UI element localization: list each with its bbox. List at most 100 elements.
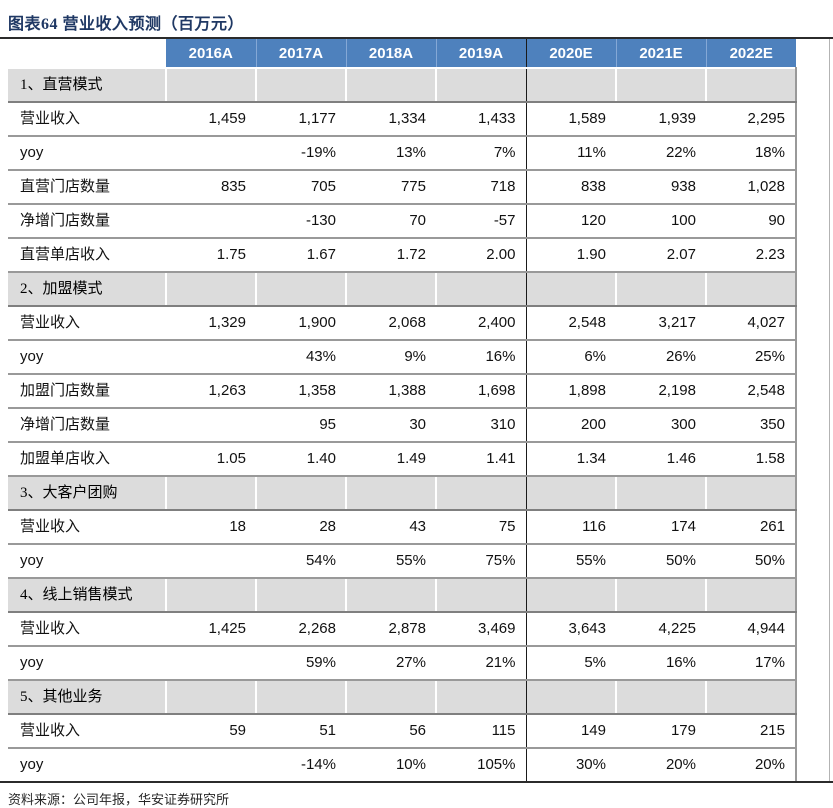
value-cell [166,340,256,375]
value-cell: 4,944 [706,612,797,647]
section-empty-cell [165,271,256,307]
value-cell: 115 [436,714,526,749]
value-cell: 1.58 [706,442,797,477]
table-row: 净增门店数量 95 30 310 200 300 350 [8,408,797,443]
value-cell [166,748,256,781]
section-empty-cell [705,577,797,613]
page-right-border [829,38,830,782]
value-cell: 2,548 [706,374,797,409]
value-cell: 120 [525,204,616,239]
value-cell [166,646,256,681]
column-header-2019a: 2019A [435,39,526,68]
value-cell: 59 [166,714,256,749]
section-empty-cell [525,577,616,613]
value-cell: -14% [256,748,346,781]
row-label: 直营单店收入 [8,238,166,273]
section-empty-cell [255,271,346,307]
value-cell: 4,027 [706,306,797,341]
value-cell: 70 [346,204,436,239]
value-cell: 2,878 [346,612,436,647]
value-cell [166,544,256,579]
value-cell: 1,329 [166,306,256,341]
row-label: yoy [8,340,166,375]
section-empty-cell [255,475,346,511]
value-cell: 20% [706,748,797,781]
table-bottom-rule [0,781,833,783]
value-cell: 1,388 [346,374,436,409]
value-cell: 5% [525,646,616,681]
value-cell: 11% [525,136,616,171]
value-cell: 1.40 [256,442,346,477]
value-cell: 50% [616,544,706,579]
row-label: yoy [8,544,166,579]
value-cell: 100 [616,204,706,239]
row-label: 净增门店数量 [8,408,166,443]
section-title: 1、直营模式 [8,67,166,103]
section-empty-cell [165,577,256,613]
section-empty-cell [345,67,436,103]
section-empty-cell [615,679,706,715]
section-empty-cell [705,679,797,715]
table-row: 直营门店数量 835 705 775 718 838 938 1,028 [8,170,797,205]
table-row: 直营单店收入 1.75 1.67 1.72 2.00 1.90 2.07 2.23 [8,238,797,273]
section-empty-cell [345,271,436,307]
value-cell: 1,589 [525,102,616,137]
value-cell: 50% [706,544,797,579]
title-underline-rule [0,37,833,39]
value-cell: 200 [525,408,616,443]
value-cell: 59% [256,646,346,681]
value-cell [166,136,256,171]
value-cell: 3,217 [616,306,706,341]
table-row: yoy 59% 27% 21% 5% 16% 17% [8,646,797,681]
value-cell: 310 [436,408,526,443]
value-cell: 835 [166,170,256,205]
value-cell: 10% [346,748,436,781]
value-cell: 2,548 [525,306,616,341]
table-row: yoy -19% 13% 7% 11% 22% 18% [8,136,797,171]
table-body: 1、直营模式 营业收入 1,459 1,177 1,334 1,433 1,589 1,939… [8,67,797,781]
value-cell: 1.67 [256,238,346,273]
section-empty-cell [435,67,526,103]
section-title: 4、线上销售模式 [8,577,166,613]
column-header-2016a: 2016A [166,39,256,68]
value-cell: 705 [256,170,346,205]
table-row: 营业收入 1,329 1,900 2,068 2,400 2,548 3,217 4,027 [8,306,797,341]
value-cell: 1,433 [436,102,526,137]
value-cell: 16% [616,646,706,681]
row-label: yoy [8,136,166,171]
section-header-row: 1、直营模式 [8,67,797,103]
value-cell: 2,400 [436,306,526,341]
source-note: 资料来源：公司年报，华安证券研究所 [8,792,230,807]
value-cell: 1,939 [616,102,706,137]
table-row: yoy 43% 9% 16% 6% 26% 25% [8,340,797,375]
section-empty-cell [255,67,346,103]
value-cell: 13% [346,136,436,171]
section-empty-cell [435,475,526,511]
section-empty-cell [705,271,797,307]
value-cell: 26% [616,340,706,375]
value-cell: 2.00 [436,238,526,273]
row-label: 直营门店数量 [8,170,166,205]
value-cell: 1.90 [525,238,616,273]
row-label: 加盟单店收入 [8,442,166,477]
section-title: 2、加盟模式 [8,271,166,307]
section-empty-cell [435,271,526,307]
value-cell: 1,334 [346,102,436,137]
value-cell: 6% [525,340,616,375]
value-cell: 1.46 [616,442,706,477]
value-cell: 1.49 [346,442,436,477]
section-empty-cell [705,67,797,103]
value-cell: 2,268 [256,612,346,647]
value-cell: 22% [616,136,706,171]
section-empty-cell [345,679,436,715]
section-header-row: 3、大客户团购 [8,475,797,511]
table-row: yoy 54% 55% 75% 55% 50% 50% [8,544,797,579]
value-cell: 16% [436,340,526,375]
value-cell: 2.07 [616,238,706,273]
value-cell: 9% [346,340,436,375]
section-title: 5、其他业务 [8,679,166,715]
value-cell: -130 [256,204,346,239]
value-cell: 7% [436,136,526,171]
value-cell: 2.23 [706,238,797,273]
